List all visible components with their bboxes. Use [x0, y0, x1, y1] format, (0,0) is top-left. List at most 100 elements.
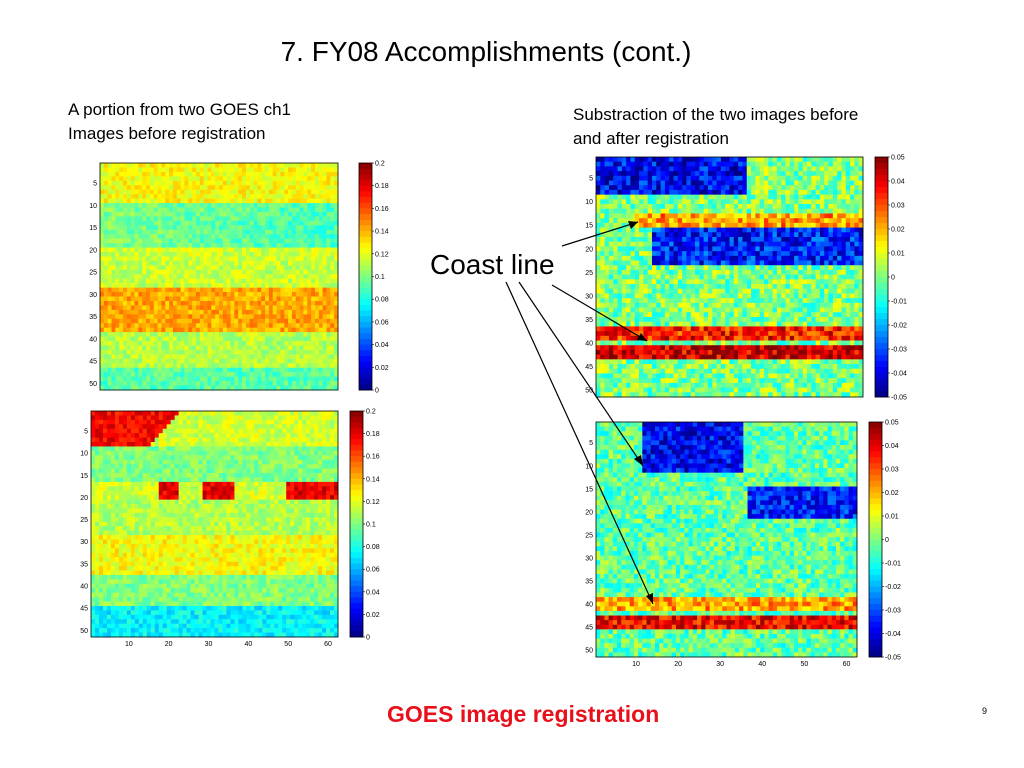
heatmap-cell	[326, 309, 331, 315]
heatmap-cell	[307, 260, 312, 266]
heatmap-cell	[272, 243, 277, 248]
heatmap-cell	[115, 189, 120, 195]
heatmap-cell	[265, 345, 270, 351]
heatmap-cell	[234, 318, 239, 324]
heatmap-cell	[242, 450, 247, 456]
heatmap-cell	[234, 349, 239, 355]
heatmap-cell	[268, 229, 274, 235]
heatmap-cell	[288, 211, 293, 217]
heatmap-cell	[318, 274, 324, 280]
heatmap-cell	[294, 495, 299, 501]
heatmap-cell	[314, 278, 320, 284]
colorbar-segment	[359, 265, 372, 272]
heatmap-cell	[107, 198, 112, 204]
heatmap-cell	[115, 167, 120, 173]
heatmap-cell	[234, 314, 239, 320]
heatmap-cell	[284, 207, 289, 213]
heatmap-cell	[310, 495, 315, 501]
heatmap-cell	[126, 163, 132, 168]
heatmap-cell	[182, 419, 188, 425]
heatmap-cell	[107, 176, 112, 182]
heatmap-cell	[215, 171, 220, 177]
heatmap-cell	[218, 490, 223, 496]
heatmap-cell	[249, 341, 254, 346]
heatmap-cell	[176, 318, 182, 324]
heatmap-cell	[226, 381, 231, 386]
heatmap-cell	[142, 442, 148, 447]
heatmap-cell	[119, 341, 124, 346]
heatmap-cell	[107, 189, 112, 195]
colorbar-tick-label: 0.18	[375, 183, 389, 190]
heatmap-cell	[284, 327, 289, 333]
heatmap-cell	[310, 424, 315, 430]
heatmap-cell	[234, 176, 239, 182]
heatmap-cell	[161, 216, 166, 222]
heatmap-cell	[230, 354, 235, 360]
heatmap-cell	[103, 372, 109, 378]
heatmap-cell	[153, 171, 158, 177]
heatmap-cell	[199, 238, 205, 244]
heatmap-cell	[110, 411, 116, 416]
heatmap-cell	[130, 203, 135, 208]
heatmap-cell	[222, 278, 228, 284]
heatmap-cell	[249, 171, 254, 177]
y-tick-label: 50	[89, 381, 97, 388]
heatmap-cell	[242, 318, 247, 324]
heatmap-cell	[202, 530, 207, 536]
heatmap-cell	[134, 305, 139, 311]
heatmap-cell	[207, 323, 212, 329]
heatmap-cell	[311, 336, 316, 342]
heatmap-cell	[153, 363, 158, 369]
heatmap-cell	[249, 283, 254, 289]
heatmap-cell	[311, 211, 316, 217]
heatmap-cell	[111, 274, 116, 280]
heatmap-cell	[161, 180, 166, 186]
heatmap-cell	[158, 411, 164, 416]
heatmap-cell	[115, 171, 120, 177]
heatmap-cell	[210, 486, 215, 492]
heatmap-cell	[284, 189, 289, 195]
heatmap-cell	[299, 167, 304, 173]
caption-left-line2: Images before registration	[68, 124, 266, 143]
heatmap-cell	[238, 521, 243, 527]
heatmap-cell	[122, 477, 128, 483]
heatmap-cell	[150, 468, 156, 474]
heatmap-cell	[234, 490, 239, 496]
heatmap-cell	[195, 176, 201, 182]
heatmap-cell	[210, 490, 215, 496]
heatmap-cell	[91, 517, 96, 523]
heatmap-cell	[295, 225, 301, 231]
heatmap-cell	[253, 336, 258, 342]
heatmap-cell	[242, 336, 247, 342]
heatmap-cell	[100, 220, 105, 226]
heatmap-cell	[100, 358, 105, 364]
heatmap-cell	[291, 296, 297, 302]
heatmap-cell	[238, 385, 243, 391]
heatmap-cell	[202, 490, 207, 496]
heatmap-cell	[330, 229, 335, 235]
heatmap-cell	[288, 367, 293, 373]
heatmap-cell	[307, 198, 312, 204]
heatmap-cell	[215, 287, 220, 293]
heatmap-cell	[245, 238, 251, 244]
heatmap-cell	[245, 211, 251, 217]
heatmap-cell	[146, 252, 151, 257]
heatmap-cell	[242, 354, 247, 360]
heatmap-cell	[134, 477, 140, 483]
heatmap-cell	[222, 521, 227, 527]
heatmap-cell	[266, 499, 271, 505]
heatmap-cell	[115, 367, 120, 373]
heatmap-cell	[334, 287, 339, 293]
heatmap-cell	[215, 300, 220, 306]
heatmap-cell	[218, 521, 223, 527]
heatmap-cell	[242, 225, 247, 231]
heatmap-cell	[114, 442, 120, 447]
heatmap-cell	[138, 433, 144, 438]
heatmap-cell	[282, 468, 287, 474]
heatmap-cell	[182, 464, 188, 470]
heatmap-cell	[254, 499, 259, 505]
heatmap-cell	[230, 318, 235, 324]
heatmap-cell	[268, 367, 274, 373]
heatmap-cell	[291, 216, 297, 222]
heatmap-cell	[242, 345, 247, 351]
